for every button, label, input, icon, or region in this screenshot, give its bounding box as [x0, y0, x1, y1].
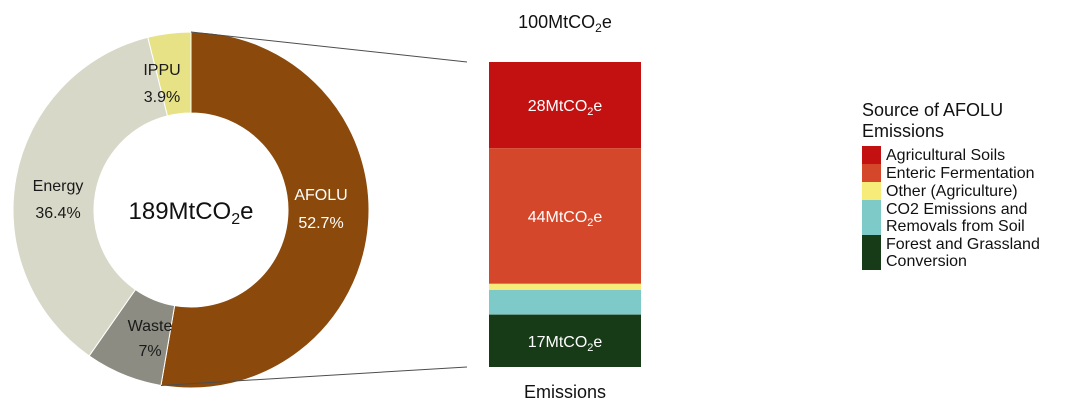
bar-segment-agricultural-soils [489, 62, 641, 149]
donut-pct-energy: 36.4% [35, 205, 80, 222]
bar-x-label: Emissions [524, 382, 606, 402]
connector-line-bottom [160, 366, 468, 386]
legend-item: CO2 Emissions and Removals from Soil [862, 200, 1086, 235]
donut-label-afolu: AFOLU [294, 187, 347, 204]
legend: Source of AFOLU Emissions Agricultural S… [862, 100, 1086, 270]
bar-segment-enteric-fermentation [489, 148, 641, 284]
legend-label: Other (Agriculture) [886, 183, 1018, 200]
bar-segment-co2-emissions-and-removals-from-soil [489, 289, 641, 315]
legend-label: Enteric Fermentation [886, 165, 1035, 182]
legend-label: Agricultural Soils [886, 147, 1006, 164]
bar-title: 100MtCO2e [518, 12, 612, 35]
legend-swatch [862, 200, 881, 235]
donut-pct-ippu: 3.9% [144, 89, 180, 106]
legend-swatch [862, 146, 881, 164]
connector-line-top [190, 31, 468, 63]
donut-pct-waste: 7% [138, 343, 161, 360]
donut-label-waste: Waste [128, 318, 173, 335]
donut-slice-energy [12, 36, 169, 357]
legend-item: Enteric Fermentation [862, 164, 1086, 182]
bar-segment-other-agriculture [489, 283, 641, 290]
bar-label-agricultural-soils: 28MtCO2e [528, 98, 603, 118]
bar-label-enteric-fermentation: 44MtCO2e [528, 209, 603, 229]
legend-item: Agricultural Soils [862, 146, 1086, 164]
donut-slice-afolu [160, 31, 370, 389]
bar-label-forest-and-grassland-conversion: 17MtCO2e [528, 334, 603, 354]
donut-center-total: 189MtCO2e [129, 198, 254, 228]
legend-item: Forest and Grassland Conversion [862, 235, 1086, 270]
legend-swatch [862, 164, 881, 182]
donut-slice-ippu [147, 31, 192, 117]
legend-label: CO2 Emissions and Removals from Soil [886, 201, 1028, 235]
legend-title: Source of AFOLU Emissions [862, 100, 1004, 141]
legend-swatch [862, 235, 881, 270]
bar-segment-forest-and-grassland-conversion [489, 314, 641, 367]
donut-label-energy: Energy [33, 178, 84, 195]
legend-items: Agricultural Soils Enteric Fermentation Ot… [862, 146, 1086, 270]
donut-pct-afolu: 52.7% [298, 215, 343, 232]
legend-label: Forest and Grassland Conversion [886, 236, 1040, 270]
legend-swatch [862, 182, 881, 200]
legend-item: Other (Agriculture) [862, 182, 1086, 200]
donut-label-ippu: IPPU [143, 62, 180, 79]
